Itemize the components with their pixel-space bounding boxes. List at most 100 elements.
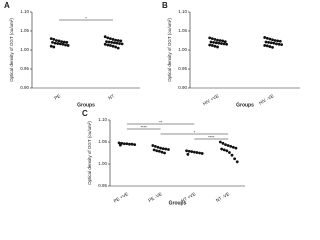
- data-point: [111, 44, 115, 48]
- panel-letter: A: [4, 1, 10, 10]
- data-point: [195, 151, 199, 154]
- data-point: [225, 42, 229, 46]
- x-axis-label: Groups: [77, 102, 95, 108]
- data-point: [235, 160, 239, 164]
- data-point: [216, 38, 219, 42]
- data-point: [228, 151, 231, 154]
- y-tick-label: 1.05: [178, 28, 187, 33]
- data-point: [62, 40, 66, 44]
- data-point: [66, 44, 70, 47]
- data-point: [220, 42, 223, 45]
- data-point: [107, 40, 111, 44]
- data-point: [128, 142, 131, 146]
- x-tick-label: NT +VE: [180, 191, 196, 203]
- data-point: [185, 149, 188, 153]
- data-point: [218, 140, 222, 144]
- data-point: [275, 42, 278, 46]
- data-point: [111, 37, 115, 41]
- data-point: [163, 151, 166, 155]
- data-point: [216, 45, 219, 49]
- data-point: [190, 150, 194, 154]
- data-point: [106, 36, 110, 40]
- significance-label: ****: [208, 135, 215, 140]
- data-point: [61, 42, 65, 46]
- data-point: [51, 41, 54, 44]
- data-point: [222, 42, 226, 46]
- data-point: [187, 149, 191, 153]
- data-point: [159, 146, 163, 150]
- y-tick-label: 1.00: [98, 161, 107, 166]
- data-point: [103, 42, 107, 46]
- data-point: [52, 37, 56, 41]
- data-point: [160, 150, 164, 154]
- y-axis-label: Optical density of OGT (ou/um²): [9, 18, 14, 82]
- data-point: [213, 37, 217, 41]
- data-point: [116, 46, 120, 50]
- data-point: [264, 40, 268, 44]
- y-tick-label: 0.95: [98, 183, 107, 188]
- data-point: [167, 148, 170, 151]
- data-point: [55, 39, 58, 42]
- data-point: [125, 142, 129, 146]
- x-tick-label: PE +VE: [113, 191, 129, 203]
- data-point: [268, 37, 272, 41]
- data-point: [105, 40, 108, 44]
- data-point: [130, 142, 134, 146]
- data-point: [53, 41, 57, 45]
- data-point: [110, 41, 114, 44]
- x-tick-label: NT -VE: [215, 191, 230, 203]
- x-axis-label: Groups: [169, 200, 187, 206]
- y-axis-label: Optical density of OGT (ou/um²): [87, 121, 92, 185]
- data-point: [117, 141, 121, 145]
- data-point: [223, 40, 227, 44]
- data-point: [157, 149, 161, 153]
- y-tick-label: 0.95: [20, 66, 29, 71]
- data-point: [52, 45, 56, 49]
- data-point: [267, 41, 270, 44]
- data-point: [225, 149, 229, 153]
- y-tick-label: 0.95: [178, 66, 187, 71]
- data-point: [233, 157, 237, 161]
- data-point: [218, 39, 222, 42]
- data-point: [265, 44, 269, 48]
- data-point: [210, 44, 214, 47]
- data-point: [268, 45, 272, 48]
- y-tick-label: 1.10: [178, 9, 187, 14]
- data-point: [49, 37, 53, 40]
- y-tick-label: 0.90: [178, 85, 187, 90]
- y-axis-label: Optical density of OGT (ou/um²): [167, 18, 172, 82]
- panel-letter: C: [82, 109, 88, 118]
- data-point: [155, 149, 159, 153]
- significance-label: *: [85, 16, 87, 21]
- data-point: [156, 145, 160, 149]
- data-point: [221, 39, 225, 43]
- data-point: [271, 45, 274, 49]
- x-tick-label: HIV -VE: [258, 93, 275, 105]
- y-tick-label: 1.05: [20, 28, 29, 33]
- significance-label: ****: [141, 125, 148, 130]
- data-point: [164, 147, 168, 151]
- x-tick-label: HIV +VE: [202, 93, 220, 106]
- data-point: [277, 42, 281, 46]
- data-point: [57, 39, 61, 43]
- data-point: [263, 36, 267, 39]
- data-point: [65, 41, 69, 44]
- y-tick-label: 1.00: [20, 47, 29, 52]
- data-point: [120, 42, 124, 46]
- data-point: [152, 148, 156, 152]
- data-point: [229, 145, 233, 148]
- data-point: [115, 41, 119, 45]
- data-point: [271, 38, 274, 42]
- data-point: [220, 147, 224, 151]
- data-point: [116, 39, 120, 42]
- data-point: [133, 143, 137, 147]
- panel-letter: B: [162, 1, 168, 10]
- data-point: [213, 44, 217, 48]
- data-point: [58, 42, 62, 46]
- data-point: [212, 41, 216, 44]
- data-point: [49, 44, 53, 48]
- data-point: [109, 37, 112, 40]
- data-point: [222, 148, 226, 152]
- significance-label: *: [194, 130, 196, 135]
- data-point: [231, 145, 235, 149]
